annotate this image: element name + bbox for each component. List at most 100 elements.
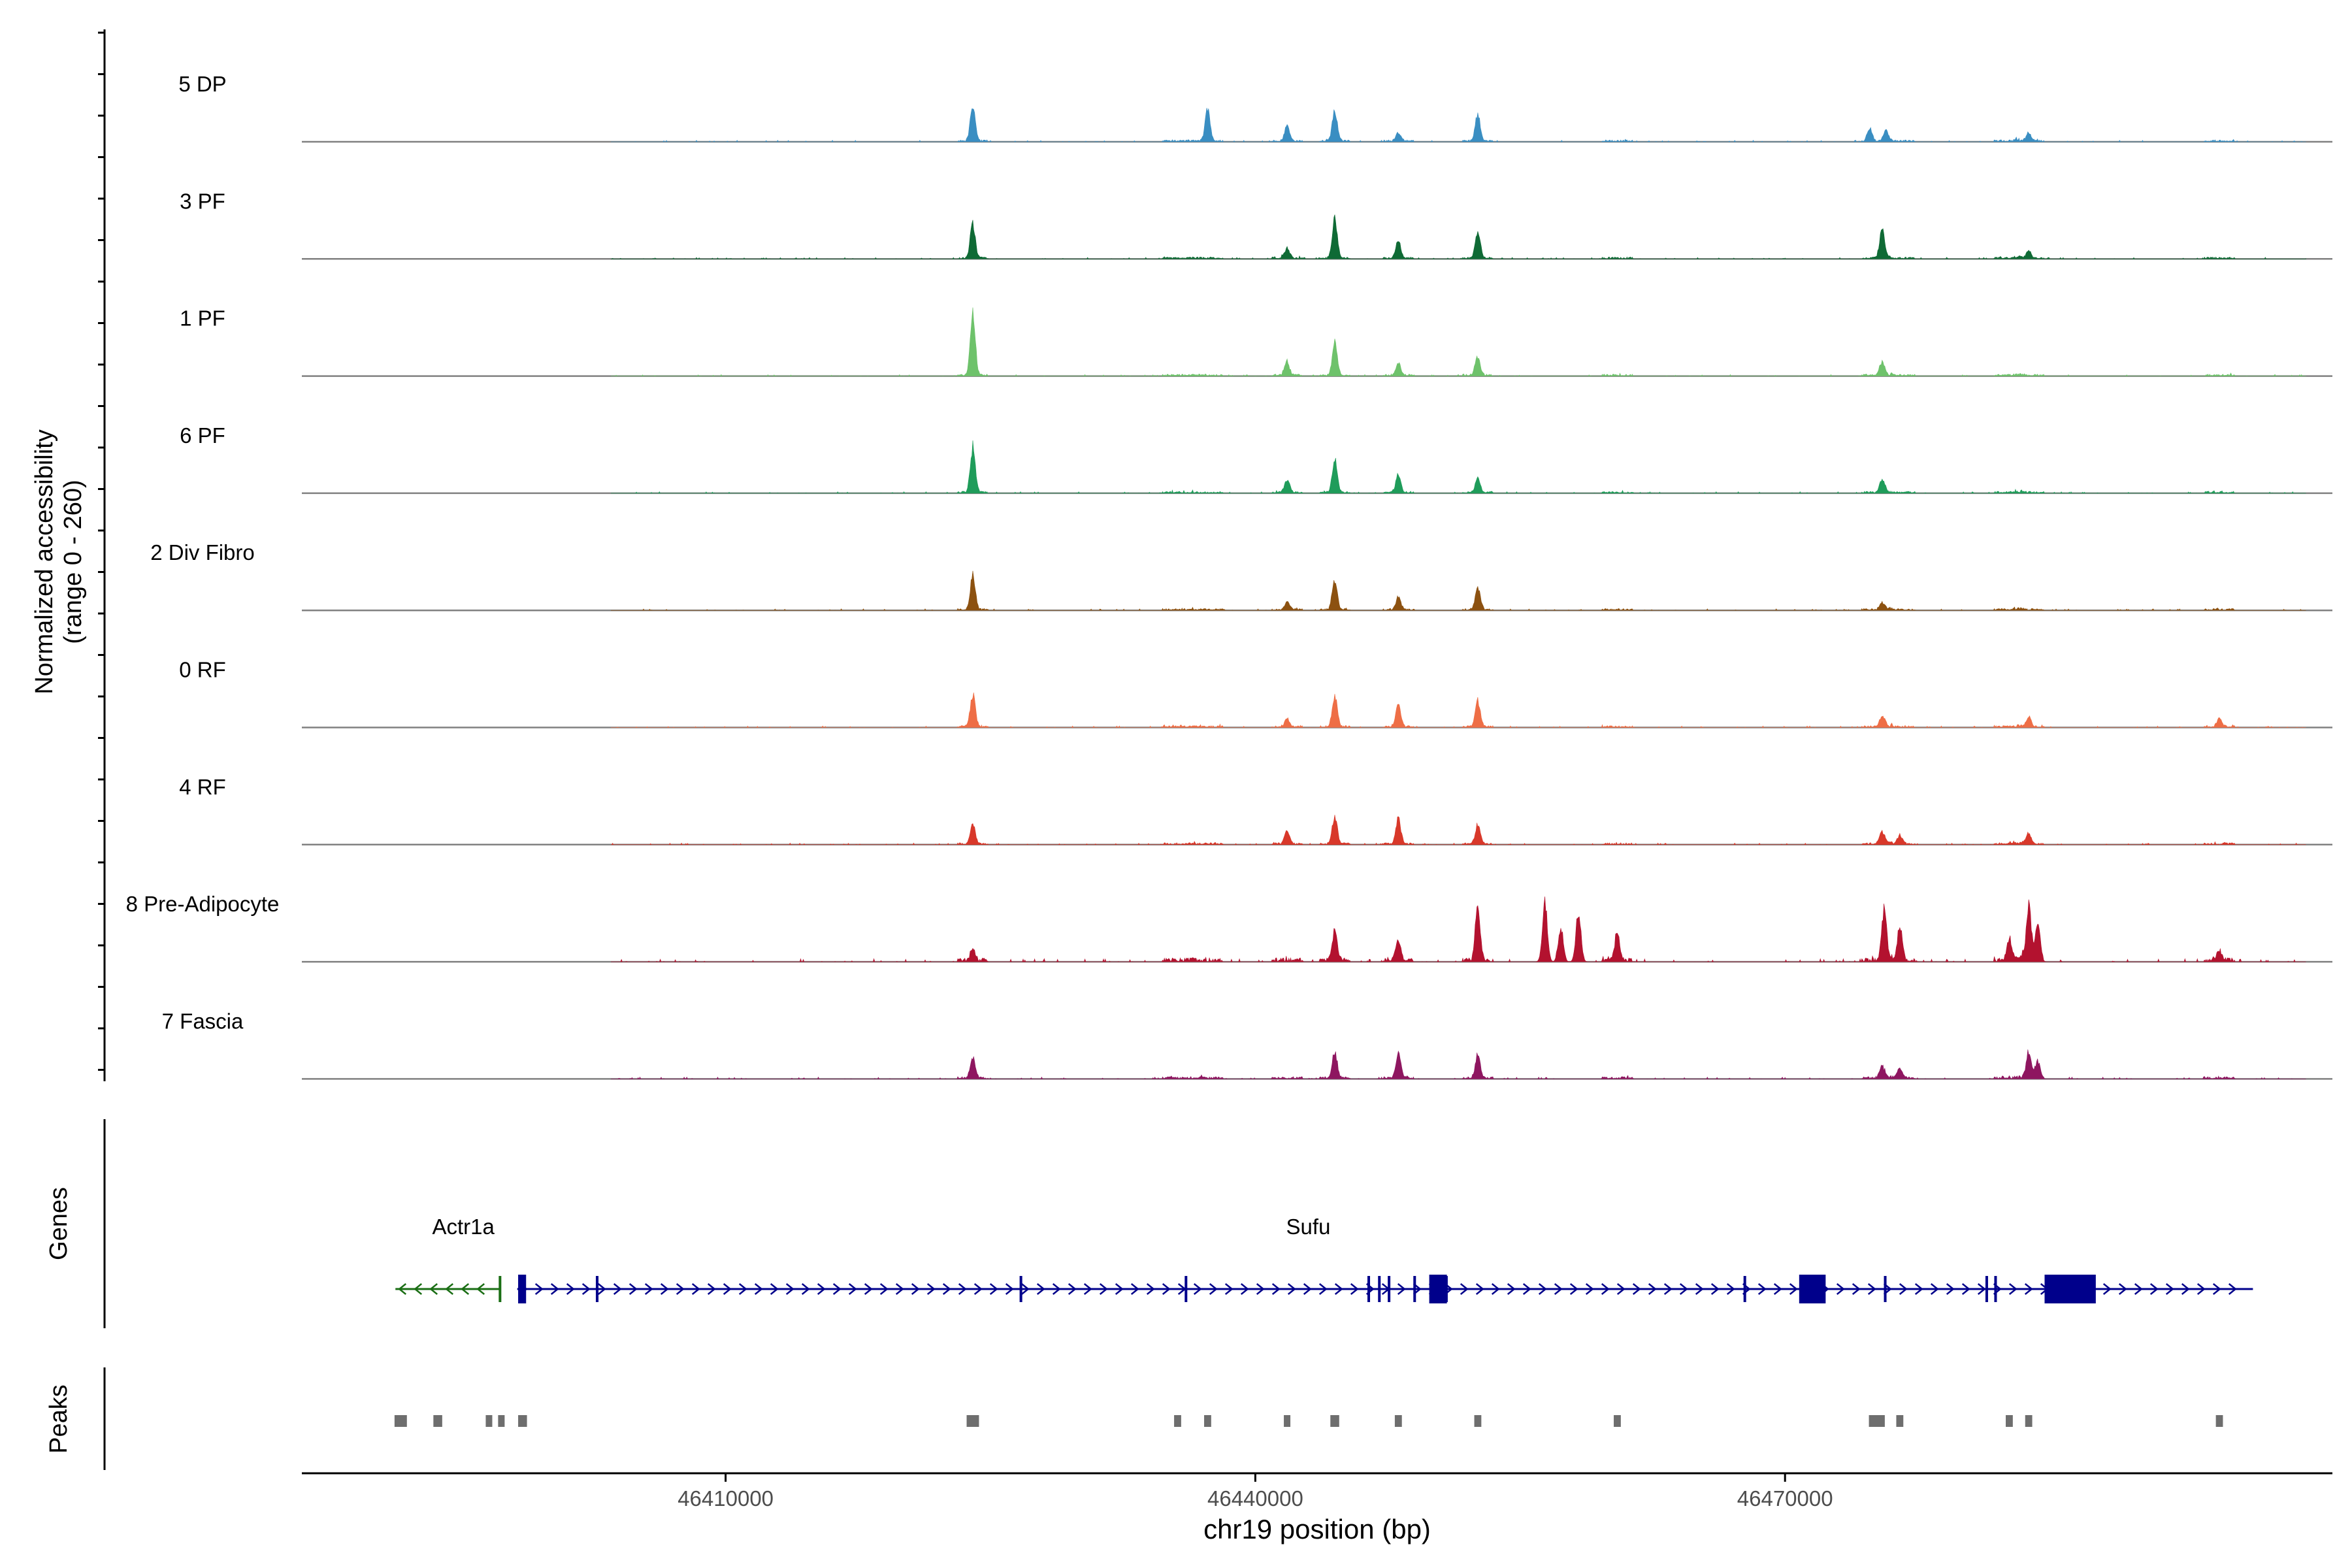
strand-chevron: [1601, 1283, 1610, 1295]
strand-chevron: [723, 1283, 732, 1295]
strand-chevron: [581, 1283, 591, 1295]
coverage-area: [611, 108, 2306, 142]
peak-region: [1869, 1415, 1885, 1427]
strand-chevron: [1491, 1283, 1500, 1295]
peaks-track-label: Peaks: [45, 1384, 73, 1454]
strand-chevron: [1663, 1283, 1673, 1295]
exon: [1985, 1276, 1988, 1302]
track-label: 8 Pre-Adipocyte: [126, 892, 280, 916]
peak-region: [1284, 1415, 1291, 1427]
strand-chevron: [1632, 1283, 1641, 1295]
strand-chevron: [644, 1283, 653, 1295]
strand-chevron: [1946, 1283, 1955, 1295]
y-axis-title-line1: Normalized accessibility: [31, 429, 58, 694]
exon: [1388, 1276, 1391, 1302]
coverage-area: [611, 440, 2306, 494]
strand-chevron: [2149, 1283, 2159, 1295]
strand-chevron: [1021, 1283, 1030, 1295]
strand-chevron: [2134, 1283, 2143, 1295]
strand-chevron: [864, 1283, 873, 1295]
strand-chevron: [1099, 1283, 1108, 1295]
strand-chevron: [1193, 1283, 1202, 1295]
coverage-area: [611, 214, 2306, 259]
strand-chevron: [1773, 1283, 1782, 1295]
exon: [498, 1276, 502, 1302]
strand-chevron: [1507, 1283, 1516, 1295]
track-7-fascia: 7 Fascia: [162, 1009, 2332, 1080]
strand-chevron: [1757, 1283, 1767, 1295]
strand-chevron: [566, 1283, 575, 1295]
strand-chevron: [879, 1283, 889, 1295]
strand-chevron: [1036, 1283, 1045, 1295]
peak-region: [394, 1415, 407, 1427]
strand-chevron: [1554, 1283, 1563, 1295]
exon: [1184, 1276, 1188, 1302]
strand-chevron: [1334, 1283, 1343, 1295]
track-8-pre-adipocyte: 8 Pre-Adipocyte: [126, 892, 2332, 963]
strand-chevron: [550, 1283, 559, 1295]
track-5-dp: 5 DP: [178, 72, 2332, 143]
strand-chevron: [1224, 1283, 1233, 1295]
strand-chevron: [1726, 1283, 1735, 1295]
gene-actr1a: Actr1a: [395, 1215, 502, 1302]
strand-chevron: [1679, 1283, 1688, 1295]
strand-chevron: [1271, 1283, 1281, 1295]
peak-region: [433, 1415, 442, 1427]
x-tick-label: 46440000: [1207, 1486, 1303, 1511]
strand-chevron: [1710, 1283, 1720, 1295]
strand-chevron: [1852, 1283, 1861, 1295]
strand-chevron: [429, 1283, 438, 1295]
strand-chevron: [691, 1283, 700, 1295]
track-label: 7 Fascia: [162, 1009, 244, 1033]
peak-region: [1174, 1415, 1181, 1427]
strand-chevron: [597, 1283, 606, 1295]
strand-chevron: [414, 1283, 423, 1295]
track-2-div-fibro: 2 Div Fibro: [150, 540, 2332, 612]
exon: [1743, 1276, 1746, 1302]
strand-chevron: [1522, 1283, 1531, 1295]
strand-chevron: [2165, 1283, 2174, 1295]
strand-chevron: [1899, 1283, 1908, 1295]
coverage-area: [611, 693, 2306, 728]
strand-chevron: [2181, 1283, 2190, 1295]
strand-chevron: [1318, 1283, 1328, 1295]
peak-region: [1896, 1415, 1904, 1427]
peak-region: [2215, 1415, 2223, 1427]
strand-chevron: [1397, 1283, 1406, 1295]
strand-chevron: [2212, 1283, 2221, 1295]
strand-chevron: [1209, 1283, 1218, 1295]
track-label: 4 RF: [179, 775, 226, 799]
peak-region: [485, 1415, 493, 1427]
strand-chevron: [1052, 1283, 1061, 1295]
strand-chevron: [1303, 1283, 1312, 1295]
peaks-panel: Peaks: [45, 1367, 2223, 1470]
x-tick-label: 46410000: [678, 1486, 774, 1511]
strand-chevron: [738, 1283, 747, 1295]
track-label: 3 PF: [180, 189, 225, 213]
strand-chevron: [1162, 1283, 1171, 1295]
coverage-area: [611, 1049, 2306, 1080]
y-axis-title-line2: (range 0 - 260): [59, 480, 87, 644]
coverage-tracks: 5 DP 3 PF 1 PF 6 PF 2 Div Fibro 0 RF 4 RF 8 Pre…: [126, 72, 2332, 1080]
coverage-area: [611, 570, 2306, 611]
strand-chevron: [1977, 1283, 1986, 1295]
y-axis-title: Normalized accessibility (range 0 - 260): [31, 429, 87, 694]
peak-region: [1330, 1415, 1339, 1427]
strand-chevron: [973, 1283, 983, 1295]
strand-chevron: [1068, 1283, 1077, 1295]
x-axis: 46410000 46440000 46470000 chr19 position …: [302, 1472, 2332, 1544]
track-3-pf: 3 PF: [180, 189, 2332, 260]
genes-track-label: Genes: [45, 1187, 73, 1260]
coverage-y-ticks: [98, 31, 105, 1071]
exon: [518, 1275, 527, 1303]
track-label: 0 RF: [179, 658, 226, 682]
peak-region: [1394, 1415, 1402, 1427]
strand-chevron: [1569, 1283, 1578, 1295]
strand-chevron: [398, 1283, 407, 1295]
x-ticks: 46410000 46440000 46470000: [678, 1473, 1833, 1511]
strand-chevron: [958, 1283, 967, 1295]
strand-chevron: [754, 1283, 763, 1295]
strand-chevron: [1695, 1283, 1704, 1295]
exon: [1799, 1275, 1826, 1303]
track-label: 2 Div Fibro: [150, 540, 255, 564]
